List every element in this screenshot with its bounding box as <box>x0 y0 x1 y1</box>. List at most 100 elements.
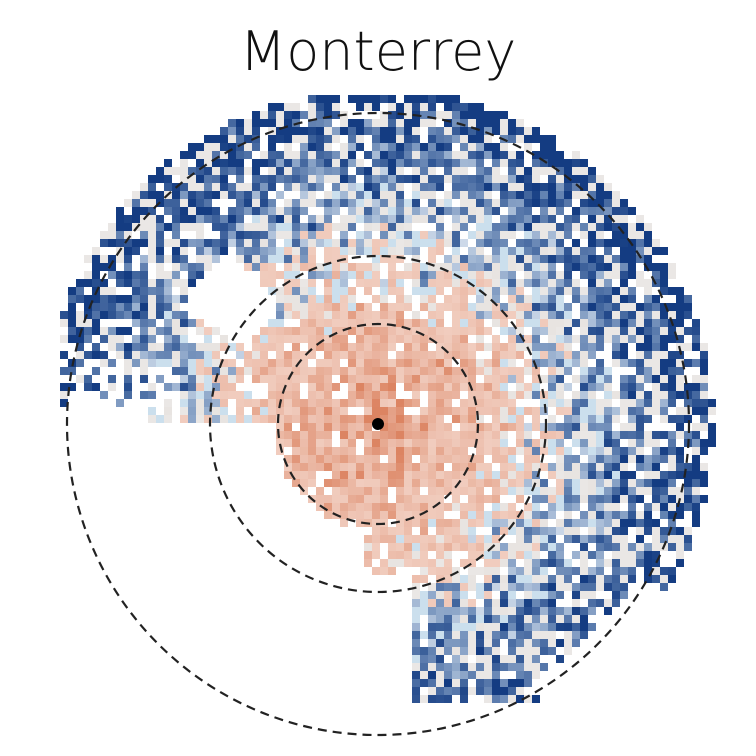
map-cell <box>60 319 68 327</box>
map-cell <box>468 263 476 271</box>
map-cell <box>468 631 476 639</box>
map-cell <box>644 319 652 327</box>
map-cell <box>444 671 452 679</box>
map-cell <box>372 375 380 383</box>
map-cell <box>364 103 372 111</box>
map-cell <box>156 215 164 223</box>
map-cell <box>500 191 508 199</box>
map-cell <box>660 319 668 327</box>
map-cell <box>500 663 508 671</box>
map-cell <box>316 151 324 159</box>
map-cell <box>492 695 500 703</box>
map-cell <box>492 583 500 591</box>
map-cell <box>652 327 660 335</box>
map-cell <box>604 439 612 447</box>
map-cell <box>108 375 116 383</box>
map-cell <box>620 551 628 559</box>
map-cell <box>532 647 540 655</box>
map-cell <box>436 527 444 535</box>
map-cell <box>124 351 132 359</box>
map-cell <box>372 351 380 359</box>
map-cell <box>348 415 356 423</box>
map-cell <box>188 175 196 183</box>
map-cell <box>396 519 404 527</box>
map-cell <box>644 543 652 551</box>
map-cell <box>460 423 468 431</box>
map-cell <box>588 311 596 319</box>
map-cell <box>188 151 196 159</box>
map-cell <box>468 247 476 255</box>
map-cell <box>292 127 300 135</box>
map-cell <box>356 503 364 511</box>
map-cell <box>404 151 412 159</box>
map-cell <box>444 663 452 671</box>
map-cell <box>340 375 348 383</box>
map-cell <box>556 591 564 599</box>
map-cell <box>132 247 140 255</box>
map-cell <box>660 511 668 519</box>
map-cell <box>460 343 468 351</box>
map-cell <box>332 183 340 191</box>
map-cell <box>84 279 92 287</box>
map-cell <box>292 439 300 447</box>
map-cell <box>412 135 420 143</box>
map-cell <box>484 135 492 143</box>
map-cell <box>316 487 324 495</box>
map-cell <box>388 287 396 295</box>
map-cell <box>396 247 404 255</box>
map-cell <box>428 559 436 567</box>
map-cell <box>436 343 444 351</box>
map-cell <box>316 327 324 335</box>
map-cell <box>172 351 180 359</box>
map-cell <box>84 351 92 359</box>
map-cell <box>556 375 564 383</box>
map-cell <box>692 511 700 519</box>
map-cell <box>436 455 444 463</box>
map-cell <box>292 175 300 183</box>
map-cell <box>604 303 612 311</box>
map-cell <box>484 599 492 607</box>
map-cell <box>332 415 340 423</box>
map-cell <box>468 671 476 679</box>
map-cell <box>532 175 540 183</box>
map-cell <box>444 567 452 575</box>
map-cell <box>428 303 436 311</box>
map-cell <box>180 415 188 423</box>
map-cell <box>284 255 292 263</box>
map-cell <box>196 375 204 383</box>
map-cell <box>476 135 484 143</box>
map-cell <box>636 511 644 519</box>
map-cell <box>564 215 572 223</box>
map-cell <box>492 119 500 127</box>
map-cell <box>108 271 116 279</box>
map-cell <box>508 287 516 295</box>
map-cell <box>596 551 604 559</box>
map-cell <box>164 223 172 231</box>
map-cell <box>412 447 420 455</box>
map-cell <box>204 151 212 159</box>
map-cell <box>604 399 612 407</box>
map-cell <box>532 383 540 391</box>
map-cell <box>612 303 620 311</box>
map-cell <box>404 359 412 367</box>
map-cell <box>524 367 532 375</box>
map-cell <box>340 335 348 343</box>
map-cell <box>604 247 612 255</box>
map-cell <box>308 287 316 295</box>
map-cell <box>460 311 468 319</box>
map-cell <box>324 375 332 383</box>
map-cell <box>356 103 364 111</box>
map-cell <box>340 119 348 127</box>
map-cell <box>276 407 284 415</box>
map-cell <box>164 199 172 207</box>
map-cell <box>372 311 380 319</box>
map-cell <box>636 247 644 255</box>
map-cell <box>228 183 236 191</box>
map-cell <box>156 223 164 231</box>
map-cell <box>548 351 556 359</box>
map-cell <box>556 655 564 663</box>
map-cell <box>300 327 308 335</box>
map-cell <box>580 383 588 391</box>
map-cell <box>412 511 420 519</box>
